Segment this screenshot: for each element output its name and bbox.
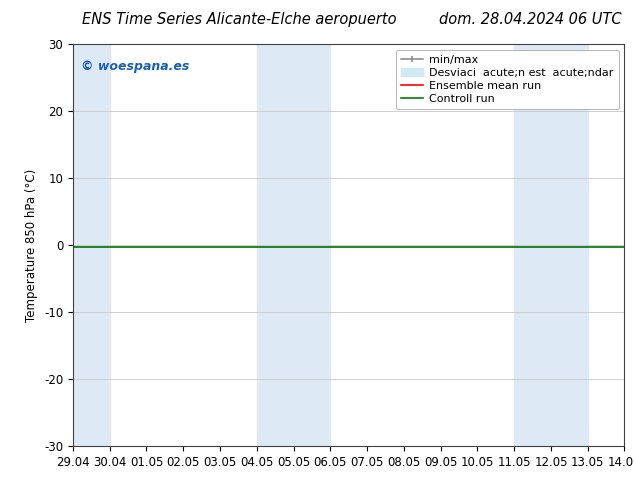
Legend: min/max, Desviaci  acute;n est  acute;ndar, Ensemble mean run, Controll run: min/max, Desviaci acute;n est acute;ndar… (396, 49, 619, 109)
Bar (514, 44, 588, 446)
Text: dom. 28.04.2024 06 UTC: dom. 28.04.2024 06 UTC (439, 12, 621, 27)
Text: ENS Time Series Alicante-Elche aeropuerto: ENS Time Series Alicante-Elche aeropuert… (82, 12, 397, 27)
Y-axis label: Temperature 850 hPa (°C): Temperature 850 hPa (°C) (25, 169, 39, 321)
Bar (257, 44, 330, 446)
Text: © woespana.es: © woespana.es (81, 60, 190, 73)
Bar (73, 44, 110, 446)
